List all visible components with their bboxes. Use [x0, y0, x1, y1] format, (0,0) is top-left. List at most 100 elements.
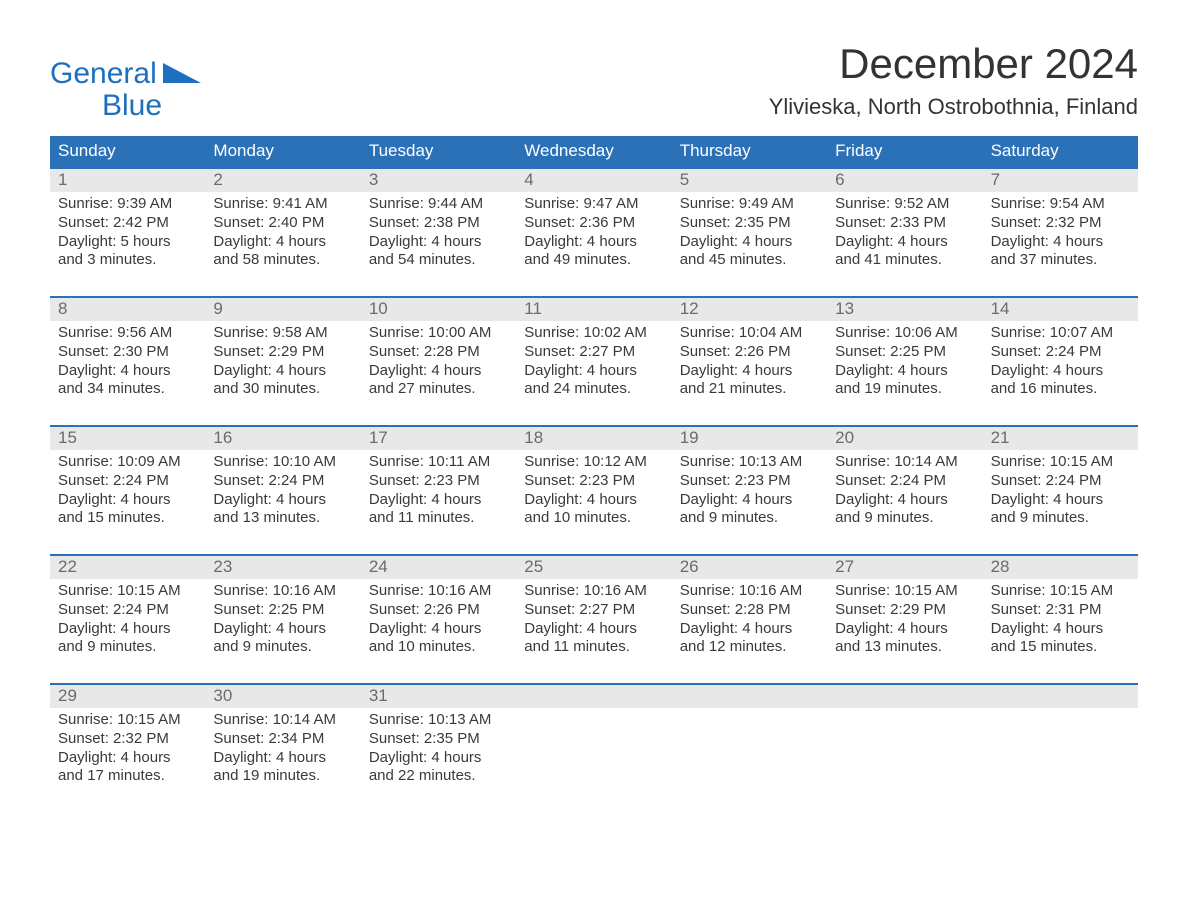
month-title: December 2024: [769, 40, 1138, 88]
date-number: 4: [516, 169, 671, 192]
daylight-line-1: Daylight: 4 hours: [524, 620, 663, 639]
sunrise-line: Sunrise: 9:52 AM: [835, 195, 974, 214]
sunset-line: Sunset: 2:32 PM: [58, 730, 197, 749]
daylight-line-1: Daylight: 4 hours: [835, 620, 974, 639]
sunset-line: Sunset: 2:35 PM: [369, 730, 508, 749]
sunset-line: Sunset: 2:23 PM: [369, 472, 508, 491]
day-cell: Sunrise: 9:44 AMSunset: 2:38 PMDaylight:…: [361, 192, 516, 288]
date-number: 8: [50, 298, 205, 321]
day-cell: [827, 708, 982, 804]
sunset-line: Sunset: 2:31 PM: [991, 601, 1130, 620]
sunset-line: Sunset: 2:26 PM: [369, 601, 508, 620]
sunrise-line: Sunrise: 10:10 AM: [213, 453, 352, 472]
week-row: 15161718192021Sunrise: 10:09 AMSunset: 2…: [50, 425, 1138, 546]
daylight-line-1: Daylight: 4 hours: [369, 233, 508, 252]
day-cell: Sunrise: 10:06 AMSunset: 2:25 PMDaylight…: [827, 321, 982, 417]
sunset-line: Sunset: 2:26 PM: [680, 343, 819, 362]
day-cell: Sunrise: 9:49 AMSunset: 2:35 PMDaylight:…: [672, 192, 827, 288]
daylight-line-1: Daylight: 4 hours: [991, 362, 1130, 381]
day-cell: Sunrise: 10:16 AMSunset: 2:25 PMDaylight…: [205, 579, 360, 675]
date-number: 10: [361, 298, 516, 321]
sunset-line: Sunset: 2:40 PM: [213, 214, 352, 233]
sunrise-line: Sunrise: 10:15 AM: [58, 711, 197, 730]
date-number: 13: [827, 298, 982, 321]
day-cell: Sunrise: 10:15 AMSunset: 2:29 PMDaylight…: [827, 579, 982, 675]
day-cell: Sunrise: 10:00 AMSunset: 2:28 PMDaylight…: [361, 321, 516, 417]
daylight-line-2: and 24 minutes.: [524, 380, 663, 399]
daylight-line-2: and 34 minutes.: [58, 380, 197, 399]
daylight-line-1: Daylight: 4 hours: [213, 749, 352, 768]
date-number: 18: [516, 427, 671, 450]
day-cell: Sunrise: 9:54 AMSunset: 2:32 PMDaylight:…: [983, 192, 1138, 288]
date-number: 27: [827, 556, 982, 579]
date-row: 891011121314: [50, 298, 1138, 321]
date-number: 6: [827, 169, 982, 192]
daylight-line-1: Daylight: 4 hours: [58, 491, 197, 510]
date-number: 31: [361, 685, 516, 708]
sunset-line: Sunset: 2:32 PM: [991, 214, 1130, 233]
daylight-line-1: Daylight: 4 hours: [213, 362, 352, 381]
daylight-line-1: Daylight: 5 hours: [58, 233, 197, 252]
date-number: 5: [672, 169, 827, 192]
daylight-line-2: and 19 minutes.: [835, 380, 974, 399]
day-cell: Sunrise: 10:12 AMSunset: 2:23 PMDaylight…: [516, 450, 671, 546]
date-number: 15: [50, 427, 205, 450]
sunrise-line: Sunrise: 10:13 AM: [369, 711, 508, 730]
date-number: 30: [205, 685, 360, 708]
date-number: [516, 685, 671, 708]
date-number: [827, 685, 982, 708]
daylight-line-2: and 16 minutes.: [991, 380, 1130, 399]
daylight-line-2: and 30 minutes.: [213, 380, 352, 399]
daylight-line-2: and 49 minutes.: [524, 251, 663, 270]
sunset-line: Sunset: 2:24 PM: [58, 472, 197, 491]
date-row: 22232425262728: [50, 556, 1138, 579]
date-number: 23: [205, 556, 360, 579]
date-number: 26: [672, 556, 827, 579]
day-header: Saturday: [983, 136, 1138, 167]
sunrise-line: Sunrise: 10:00 AM: [369, 324, 508, 343]
sunrise-line: Sunrise: 10:12 AM: [524, 453, 663, 472]
daylight-line-1: Daylight: 4 hours: [369, 620, 508, 639]
daylight-line-2: and 10 minutes.: [369, 638, 508, 657]
sunset-line: Sunset: 2:23 PM: [524, 472, 663, 491]
day-cell: Sunrise: 10:10 AMSunset: 2:24 PMDaylight…: [205, 450, 360, 546]
daylight-line-1: Daylight: 4 hours: [991, 491, 1130, 510]
info-row: Sunrise: 9:56 AMSunset: 2:30 PMDaylight:…: [50, 321, 1138, 417]
sunrise-line: Sunrise: 10:15 AM: [991, 582, 1130, 601]
date-number: 22: [50, 556, 205, 579]
sunrise-line: Sunrise: 9:44 AM: [369, 195, 508, 214]
daylight-line-1: Daylight: 4 hours: [680, 491, 819, 510]
sunset-line: Sunset: 2:25 PM: [213, 601, 352, 620]
daylight-line-1: Daylight: 4 hours: [369, 362, 508, 381]
sunrise-line: Sunrise: 10:02 AM: [524, 324, 663, 343]
sunset-line: Sunset: 2:24 PM: [991, 472, 1130, 491]
day-header: Thursday: [672, 136, 827, 167]
daylight-line-2: and 9 minutes.: [680, 509, 819, 528]
sunrise-line: Sunrise: 10:09 AM: [58, 453, 197, 472]
daylight-line-2: and 21 minutes.: [680, 380, 819, 399]
sunrise-line: Sunrise: 9:39 AM: [58, 195, 197, 214]
info-row: Sunrise: 10:15 AMSunset: 2:32 PM Daylight…: [50, 708, 1138, 804]
sunrise-line: Sunrise: 10:16 AM: [213, 582, 352, 601]
daylight-line-2: and 58 minutes.: [213, 251, 352, 270]
sunrise-line: Sunrise: 10:07 AM: [991, 324, 1130, 343]
date-number: 20: [827, 427, 982, 450]
day-cell: [672, 708, 827, 804]
daylight-line-2: and 13 minutes.: [213, 509, 352, 528]
location-line: Ylivieska, North Ostrobothnia, Finland: [769, 94, 1138, 120]
day-cell: Sunrise: 10:02 AMSunset: 2:27 PMDaylight…: [516, 321, 671, 417]
daylight-line-2: and 9 minutes.: [58, 638, 197, 657]
daylight-line-1: Daylight: 4 hours: [680, 233, 819, 252]
date-number: 3: [361, 169, 516, 192]
week-row: 891011121314Sunrise: 9:56 AMSunset: 2:30…: [50, 296, 1138, 417]
daylight-line-2: and 13 minutes.: [835, 638, 974, 657]
sunrise-line: Sunrise: 10:11 AM: [369, 453, 508, 472]
day-cell: Sunrise: 9:52 AMSunset: 2:33 PMDaylight:…: [827, 192, 982, 288]
day-cell: [516, 708, 671, 804]
day-cell: Sunrise: 10:04 AMSunset: 2:26 PMDaylight…: [672, 321, 827, 417]
day-cell: Sunrise: 10:13 AMSunset: 2:35 PMDaylight…: [361, 708, 516, 804]
day-cell: Sunrise: 9:58 AMSunset: 2:29 PMDaylight:…: [205, 321, 360, 417]
sunset-line: Sunset: 2:38 PM: [369, 214, 508, 233]
sunset-line: Sunset: 2:28 PM: [369, 343, 508, 362]
date-number: 21: [983, 427, 1138, 450]
